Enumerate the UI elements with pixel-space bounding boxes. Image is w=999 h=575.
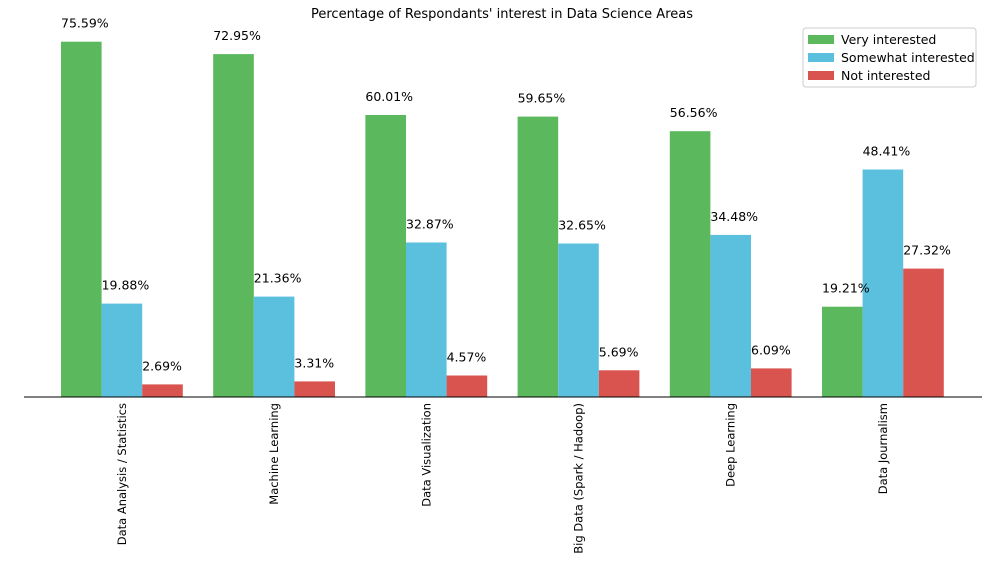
bar (365, 115, 406, 397)
bar (751, 368, 792, 397)
bar (101, 303, 143, 397)
legend-label: Somewhat interested (841, 50, 975, 65)
bar (253, 296, 295, 397)
bar-value-label: 6.09% (751, 342, 791, 357)
bar-value-label: 34.48% (710, 209, 758, 224)
bar-value-label: 59.65% (518, 91, 566, 106)
x-tick-label: Data Visualization (419, 403, 433, 507)
bar-value-label: 19.88% (102, 278, 150, 293)
bar (862, 169, 904, 397)
bar-value-label: 32.65% (558, 218, 606, 233)
bar-value-label: 32.87% (406, 217, 454, 232)
bar (213, 54, 254, 397)
bar (406, 242, 447, 397)
bar (446, 375, 488, 397)
bar-value-label: 72.95% (213, 28, 261, 43)
bar (294, 381, 335, 397)
bar-value-label: 3.31% (294, 355, 334, 370)
bar (822, 306, 863, 397)
legend-swatch (808, 71, 834, 80)
bar-value-label: 21.36% (254, 271, 302, 286)
x-tick-label: Big Data (Spark / Hadoop) (572, 403, 586, 554)
x-tick-label: Machine Learning (267, 403, 281, 505)
bar (669, 131, 711, 397)
bar-value-label: 4.57% (447, 350, 487, 365)
bar-value-label: 56.56% (670, 105, 718, 120)
legend-label: Very interested (841, 32, 936, 47)
value-labels-group: 75.59% 19.88% 2.69% 72.95% 21.36% 3.31% 60.01%… (61, 16, 951, 374)
legend-label: Not interested (841, 68, 930, 83)
bar-value-label: 48.41% (863, 144, 911, 159)
bar (598, 370, 640, 397)
legend: Very interested Somewhat interested Not in… (802, 27, 977, 88)
bar (710, 234, 751, 397)
bar-value-label: 75.59% (61, 16, 109, 31)
bar-value-label: 60.01% (365, 89, 413, 104)
x-tick-labels-group: Data Analysis / Statistics Machine Learni… (115, 403, 890, 554)
bar-value-label: 5.69% (599, 344, 639, 359)
bar (517, 116, 559, 397)
bar-value-label: 27.32% (903, 243, 951, 258)
x-tick-label: Data Journalism (876, 403, 890, 494)
legend-swatch (808, 35, 834, 44)
chart-title: Percentage of Respondants' interest in D… (311, 7, 693, 22)
bar (61, 41, 102, 397)
bar (142, 384, 183, 397)
bar-value-label: 19.21% (822, 281, 870, 296)
bars-group (61, 41, 944, 397)
legend-swatch (808, 53, 834, 62)
x-tick-label: Data Analysis / Statistics (115, 403, 129, 545)
x-tick-label: Deep Learning (724, 403, 738, 487)
bar (903, 268, 944, 397)
legend-frame (802, 27, 977, 88)
bar-value-label: 2.69% (142, 358, 182, 373)
bar (558, 243, 599, 397)
